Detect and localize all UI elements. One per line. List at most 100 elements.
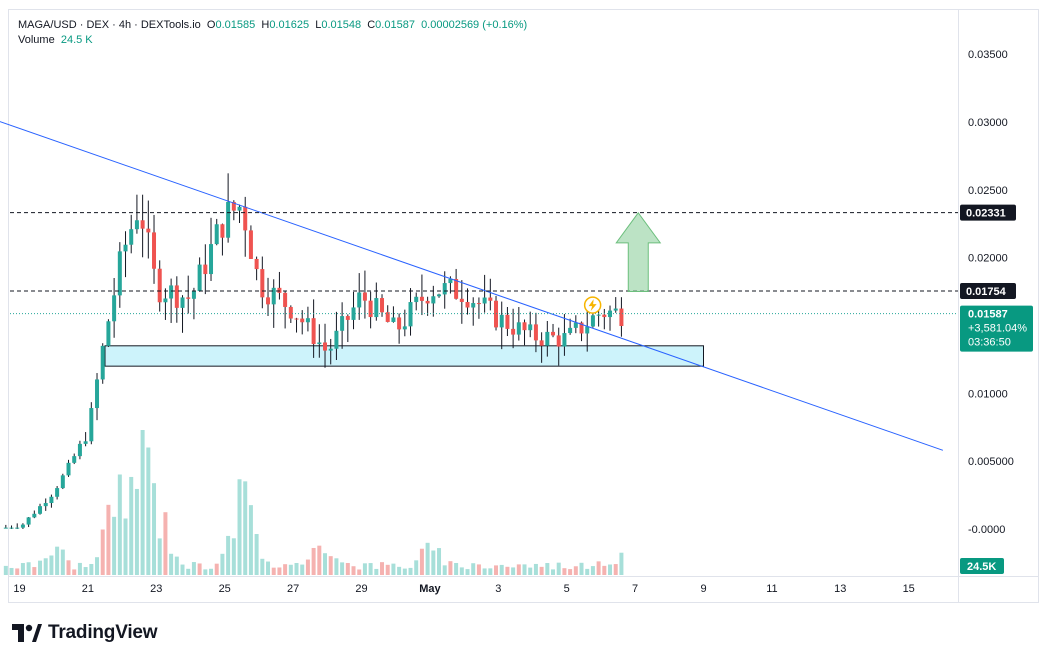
candle-body — [362, 292, 367, 301]
time-tick-label: 7 — [632, 583, 638, 595]
candle-body — [117, 251, 122, 296]
current-price-label: 0.01587 — [968, 309, 1008, 321]
volume-bar — [414, 560, 419, 575]
candle-body — [454, 278, 459, 299]
volume-bar — [214, 563, 219, 575]
volume-bar — [362, 563, 367, 575]
volume-bar — [203, 569, 208, 575]
volume-bar — [408, 567, 413, 575]
volume-bar — [613, 564, 618, 575]
candle-body — [317, 342, 322, 345]
candle-body — [277, 287, 282, 293]
volume-bar — [266, 561, 271, 575]
volume-bar — [197, 563, 202, 575]
volume-bar — [26, 562, 31, 575]
volume-bar — [186, 568, 191, 575]
volume-bar — [585, 568, 590, 575]
volume-bar — [323, 553, 328, 575]
time-tick-label: 19 — [13, 583, 25, 595]
volume-bar — [357, 569, 362, 575]
time-tick-label: 21 — [82, 583, 94, 595]
candle-body — [66, 462, 71, 476]
volume-bar — [488, 568, 493, 575]
open-value: 0.01585 — [215, 19, 256, 31]
candle-body — [539, 340, 544, 346]
candle-body — [596, 314, 601, 316]
candle-body — [43, 503, 48, 507]
volume-bar — [402, 568, 407, 575]
candle-body — [459, 298, 464, 302]
volume-bar — [305, 559, 310, 575]
volume-bar — [476, 564, 481, 575]
trendline[interactable] — [0, 116, 944, 451]
volume-bar — [397, 566, 402, 575]
volume-bar — [328, 556, 333, 575]
time-tick-label: 29 — [355, 583, 367, 595]
volume-axis-label-box — [960, 558, 1004, 574]
ohlc-legend: MAGA/USD · DEX · 4h · DEXTools.io O0.015… — [18, 17, 527, 34]
open-label: O — [206, 19, 216, 31]
candle-body — [226, 201, 231, 238]
candle-body — [237, 206, 242, 211]
candle-body — [602, 314, 607, 318]
candle-body — [77, 443, 82, 457]
candle-body — [408, 302, 413, 327]
volume-bar — [123, 518, 128, 575]
candle-body — [15, 527, 20, 529]
tradingview-logo-icon — [12, 624, 42, 642]
volume-bar — [117, 474, 122, 575]
volume-bar — [317, 545, 322, 575]
candle-body — [448, 278, 453, 284]
volume-bar — [9, 567, 14, 575]
symbol-label[interactable]: MAGA/USD · DEX · 4h · DEXTools.io — [18, 19, 201, 31]
volume-bar — [283, 564, 288, 575]
candle-body — [152, 232, 157, 269]
candle-body — [83, 441, 88, 444]
current-price-label-box — [960, 305, 1033, 352]
close-value: 0.01587 — [375, 19, 415, 31]
volume-bar — [191, 562, 196, 575]
candle-body — [55, 488, 60, 497]
up-arrow-icon[interactable] — [615, 211, 662, 293]
lightning-icon[interactable] — [583, 296, 602, 314]
volume-bar — [608, 564, 613, 575]
support-zone[interactable] — [104, 345, 704, 367]
volume-bar — [15, 568, 20, 575]
candle-body — [505, 314, 510, 329]
candle-body — [214, 224, 219, 245]
time-tick-label: 25 — [219, 583, 231, 595]
volume-bar — [568, 569, 573, 575]
volume-bar — [271, 567, 276, 575]
volume-bar — [391, 563, 396, 575]
volume-series — [3, 430, 624, 575]
candle-body — [465, 301, 470, 308]
volume-bar — [505, 566, 510, 575]
volume-bar — [556, 562, 561, 575]
time-tick-label: 13 — [834, 583, 846, 595]
candle-body — [334, 330, 339, 349]
volume-label[interactable]: Volume — [18, 34, 55, 46]
volume-bar — [112, 516, 117, 575]
volume-bar — [419, 548, 424, 575]
candle-body — [266, 297, 271, 305]
volume-bar — [254, 534, 259, 575]
volume-bar — [209, 568, 214, 575]
price-tick-label: 0.03000 — [968, 117, 1008, 129]
candle-body — [323, 342, 328, 351]
volume-bar — [72, 569, 77, 575]
candle-body — [49, 496, 54, 504]
candle-body — [476, 303, 481, 305]
volume-bar — [248, 505, 253, 575]
volume-bar — [533, 563, 538, 575]
price-tick-label: 0.005000 — [968, 456, 1014, 468]
tradingview-logo[interactable]: TradingView — [12, 622, 158, 644]
volume-bar — [602, 565, 607, 575]
volume-bar — [231, 538, 236, 575]
dashed-level-high-label: 0.02331 — [966, 208, 1006, 220]
volume-bar — [499, 564, 504, 575]
volume-bar — [590, 566, 595, 575]
candle-body — [568, 327, 573, 334]
chart-frame[interactable] — [8, 9, 1039, 603]
candle-body — [619, 308, 624, 326]
